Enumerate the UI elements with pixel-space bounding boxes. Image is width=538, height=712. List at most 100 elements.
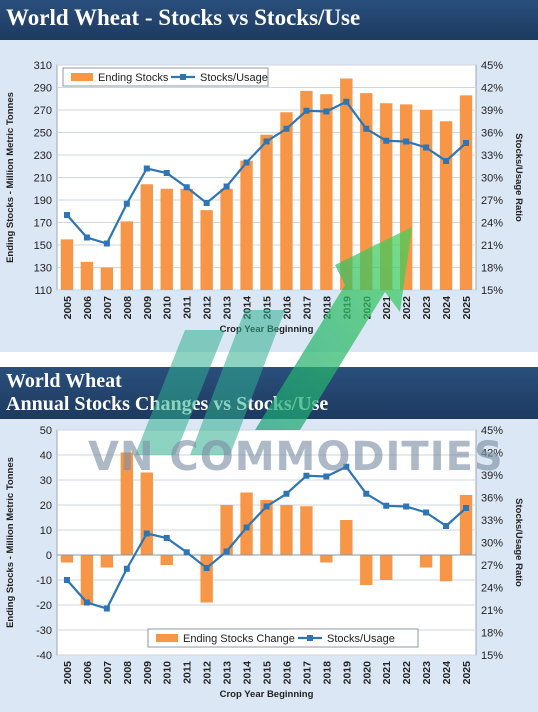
stocks-usage-point — [423, 144, 430, 151]
legend-label-line: Stocks/Usage — [200, 72, 268, 84]
legend-line-marker — [307, 635, 313, 641]
bar — [80, 555, 94, 605]
bar — [120, 452, 134, 555]
bar — [340, 78, 353, 290]
stocks-usage-point — [283, 490, 290, 497]
x-tick-label: 2017 — [301, 296, 313, 320]
bar — [459, 95, 473, 290]
x-tick-label: 2022 — [401, 661, 413, 685]
stocks-usage-point — [383, 137, 390, 144]
y2-tick-label: 33% — [481, 515, 503, 527]
bar — [160, 555, 173, 565]
y2-tick-label: 36% — [481, 493, 503, 505]
x-tick-label: 2023 — [421, 661, 433, 685]
stocks-usage-point — [283, 125, 290, 132]
x-tick-label: 2011 — [182, 296, 194, 319]
bar — [180, 188, 193, 290]
stocks-usage-point — [463, 140, 470, 146]
y-tick-label: -30 — [36, 625, 52, 637]
stocks-usage-point — [183, 184, 190, 191]
x-tick-label: 2015 — [262, 296, 274, 320]
x-tick-label: 2016 — [281, 661, 293, 685]
x-tick-label: 2007 — [102, 296, 114, 320]
x-tick-label: 2013 — [222, 296, 234, 320]
bar — [340, 520, 353, 555]
y-tick-label: 230 — [34, 150, 52, 162]
y2-tick-label: 27% — [481, 195, 503, 207]
legend-line-marker — [180, 74, 186, 80]
stocks-usage-point — [103, 240, 110, 247]
stocks-usage-point — [423, 509, 430, 516]
x-tick-label: 2009 — [142, 661, 154, 685]
y-tick-label: 0 — [46, 550, 52, 562]
y2-tick-label: 36% — [481, 128, 503, 140]
y2-tick-label: 30% — [481, 538, 503, 550]
stocks-usage-point — [183, 549, 190, 556]
x-tick-label: 2006 — [82, 661, 94, 685]
bar — [220, 188, 233, 290]
y-tick-label: -10 — [36, 575, 52, 587]
stocks-usage-point — [243, 159, 250, 166]
stocks-usage-point — [343, 98, 350, 105]
bar — [240, 160, 253, 290]
y2-tick-label: 18% — [481, 628, 503, 640]
x-tick-label: 2024 — [441, 296, 453, 320]
stocks-usage-point — [83, 234, 90, 241]
bar — [380, 103, 393, 290]
y-tick-label: 50 — [40, 425, 52, 437]
bar — [140, 184, 153, 290]
stocks-usage-point — [63, 577, 70, 583]
legend-label-bars: Ending Stocks Change — [183, 633, 295, 645]
stocks-usage-point — [83, 599, 90, 606]
bar — [320, 94, 333, 290]
stocks-usage-point — [163, 535, 170, 541]
stocks-usage-point — [443, 523, 450, 529]
y2-tick-label: 15% — [481, 650, 503, 662]
legend-box — [62, 67, 269, 87]
stocks-usage-point — [443, 158, 450, 164]
y-tick-label: 270 — [34, 105, 52, 117]
x-tick-label: 2014 — [242, 296, 254, 320]
y2-tick-label: 39% — [481, 470, 503, 482]
x-tick-label: 2025 — [461, 661, 473, 685]
stocks-usage-point — [463, 505, 470, 511]
bar — [360, 555, 373, 585]
y2-tick-label: 21% — [481, 605, 503, 617]
bar — [280, 112, 293, 290]
stocks-usage-point — [203, 565, 210, 571]
bar — [240, 492, 253, 555]
y2-axis-title: Stocks/Usage Ratio — [513, 498, 524, 587]
y-tick-label: 290 — [34, 83, 52, 95]
x-tick-label: 2020 — [361, 661, 373, 685]
stocks-usage-point — [403, 503, 410, 510]
chart2-frame: -40 -30 -20 -10 0 10 20 30 40 50 15% 18% 21% 24% 27% 30… — [0, 419, 538, 712]
stocks-usage-point — [263, 503, 270, 510]
x-tick-label: 2021 — [381, 661, 393, 685]
chart2-banner: World Wheat Annual Stocks Changes vs Sto… — [0, 367, 538, 419]
stocks-usage-point — [263, 138, 270, 145]
bar — [260, 134, 273, 290]
y2-tick-label: 42% — [481, 448, 503, 460]
bar — [120, 221, 134, 290]
legend-box — [147, 628, 419, 648]
x-tick-label: 2014 — [242, 661, 254, 685]
stocks-usage-point — [323, 473, 330, 480]
legend-label-bars: Ending Stocks — [98, 72, 169, 84]
bar — [300, 506, 313, 555]
y-tick-label: 210 — [34, 173, 52, 185]
y2-tick-label: 27% — [481, 560, 503, 572]
y2-tick-label: 39% — [481, 105, 503, 117]
bar — [60, 555, 74, 563]
x-tick-label: 2023 — [421, 296, 433, 320]
y-tick-label: -20 — [36, 600, 52, 612]
y-tick-label: 130 — [34, 263, 52, 275]
x-tick-label: 2009 — [142, 296, 154, 320]
x-tick-label: 2017 — [301, 661, 313, 685]
x-tick-label: 2021 — [381, 296, 393, 320]
y-tick-label: 20 — [40, 500, 52, 512]
y-tick-label: 150 — [34, 240, 52, 252]
y-axis-title: Ending Stocks - Million Metric Tonnes — [5, 457, 16, 628]
x-tick-label: 2016 — [281, 296, 293, 320]
chart2-svg: -40 -30 -20 -10 0 10 20 30 40 50 15% 18% 21% 24% 27% 30… — [5, 425, 524, 700]
x-tick-label: 2020 — [361, 296, 373, 320]
